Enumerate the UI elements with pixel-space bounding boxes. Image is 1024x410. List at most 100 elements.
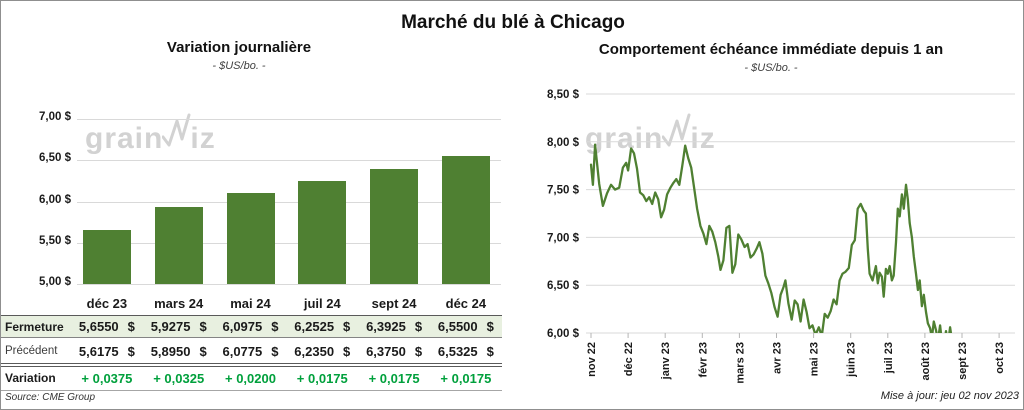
bar-déc-23 <box>82 229 131 284</box>
column-header: sept 24 <box>371 295 417 311</box>
currency-symbol: $ <box>486 343 494 359</box>
y-gridline <box>77 160 501 162</box>
double-separator <box>1 363 502 367</box>
y-axis-label: 7,50 $ <box>547 185 580 197</box>
watermark-text-pre: grain <box>585 122 664 155</box>
value: 5,6550 <box>78 319 119 334</box>
y-gridline <box>77 242 501 244</box>
watermark-text-post: iz <box>690 122 716 155</box>
y-axis-label: 6,00 $ <box>547 328 580 340</box>
table-header-row: déc 23 mars 24 mai 24 juil 24 sept 24 déc 24 <box>1 292 502 314</box>
value: + 0,0325 <box>153 370 205 386</box>
value: + 0,0175 <box>296 370 348 386</box>
watermark-text-pre: grain <box>85 122 164 155</box>
value-cell: 6,3925 $ <box>358 319 430 334</box>
grainwiz-watermark: grain iz <box>85 113 216 155</box>
value: 5,9275 <box>150 319 191 334</box>
value: 6,0775 <box>222 343 263 359</box>
watermark-zigzag-icon <box>162 113 191 147</box>
value: 5,6175 <box>78 343 119 359</box>
row-label: Fermeture <box>5 319 64 334</box>
x-axis-label: févr 23 <box>697 342 709 377</box>
watermark-zigzag-icon <box>662 113 691 147</box>
value: 6,5500 <box>437 319 478 334</box>
value-cell: 6,0775 $ <box>215 344 287 359</box>
bar-mai-24 <box>226 193 275 284</box>
currency-symbol: $ <box>343 343 351 359</box>
x-axis-label: juil 23 <box>883 342 895 374</box>
page-title: Marché du blé à Chicago <box>401 12 625 33</box>
grainwiz-watermark: grain iz <box>585 113 716 155</box>
y-axis-label: 6,50 $ <box>39 152 71 165</box>
currency-symbol: $ <box>127 319 135 334</box>
y-axis-label: 7,00 $ <box>39 111 71 123</box>
x-axis-label: mai 23 <box>809 342 821 376</box>
value-cell: 6,5500 $ <box>430 319 502 334</box>
value-cell: + 0,0175 <box>430 371 502 386</box>
value-cell: 6,2525 $ <box>286 319 358 334</box>
right-chart-title: Comportement échéance immédiate depuis 1… <box>598 41 944 58</box>
column-header: juil 24 <box>303 295 341 311</box>
value: 6,5325 <box>437 343 478 359</box>
currency-symbol: $ <box>343 319 351 334</box>
value-cell: 6,0975 $ <box>215 319 287 334</box>
table-row-variation: Variation + 0,0375 + 0,0325 + 0,0200 + 0,017… <box>1 367 502 389</box>
x-axis-label: sept 23 <box>957 342 969 380</box>
column-header: mars 24 <box>154 295 204 311</box>
value: 6,0975 <box>222 319 263 334</box>
y-gridline <box>77 284 501 285</box>
price-line <box>589 143 953 333</box>
x-axis-label: août 23 <box>920 342 932 381</box>
row-label: Précédent <box>5 345 58 357</box>
value: 6,2350 <box>294 343 335 359</box>
y-gridline <box>77 119 501 120</box>
value: + 0,0175 <box>440 370 492 386</box>
left-chart-subtitle: - $US/bo. - <box>212 60 266 72</box>
value-cell: 6,2350 $ <box>286 344 358 359</box>
value: + 0,0175 <box>368 370 420 386</box>
x-axis-label: oct 23 <box>994 342 1006 374</box>
bar-mars-24 <box>154 207 203 284</box>
y-axis-label: 8,50 $ <box>547 89 580 101</box>
line-chart: 8,50 $ 8,00 $ 7,50 $ 7,00 $ 6,50 $ 6,00 $ nov … <box>547 89 1015 384</box>
column-header: mai 24 <box>230 295 271 311</box>
value-cell: 5,6550 $ <box>71 319 143 334</box>
value-cell: + 0,0200 <box>215 371 287 386</box>
y-axis-label: 8,00 $ <box>547 137 580 149</box>
bar-juil-24 <box>298 180 347 284</box>
currency-symbol: $ <box>199 343 207 359</box>
value: 6,3925 <box>366 319 406 334</box>
currency-symbol: $ <box>199 319 207 334</box>
currency-symbol: $ <box>414 319 423 334</box>
currency-symbol: $ <box>271 319 279 334</box>
watermark-text-post: iz <box>190 122 216 155</box>
x-axis-label: mars 23 <box>734 342 746 384</box>
y-axis-label: 6,50 $ <box>547 280 580 292</box>
value-cell: 5,9275 $ <box>143 319 215 334</box>
column-header: déc 23 <box>86 295 128 311</box>
y-axis-label: 6,00 $ <box>39 193 71 206</box>
value-cell: + 0,0375 <box>71 371 143 386</box>
currency-symbol: $ <box>127 343 135 359</box>
bar-déc-24 <box>441 156 490 284</box>
currency-symbol: $ <box>414 343 423 359</box>
y-gridline <box>77 201 501 203</box>
x-axis-label: nov 22 <box>586 342 598 377</box>
row-label: Variation <box>5 371 56 385</box>
value: + 0,0200 <box>225 370 276 386</box>
x-axis-label: juin 23 <box>846 342 858 378</box>
value: 5,8950 <box>150 343 191 359</box>
value-cell: + 0,0175 <box>358 371 430 386</box>
source-note: Source: CME Group <box>5 392 96 403</box>
right-chart-subtitle: - $US/bo. - <box>744 62 798 74</box>
left-chart-title: Variation journalière <box>166 39 312 56</box>
table-bottom-border <box>1 390 502 391</box>
value-cell: 5,6175 $ <box>71 344 143 359</box>
x-axis-label: janv 23 <box>660 342 672 380</box>
update-note: Mise à jour: jeu 02 nov 2023 <box>880 390 1019 402</box>
value-cell: 6,3750 $ <box>358 344 430 359</box>
y-axis-label: 5,50 $ <box>39 234 71 247</box>
value-cell: 6,5325 $ <box>430 344 502 359</box>
currency-symbol: $ <box>486 319 494 334</box>
